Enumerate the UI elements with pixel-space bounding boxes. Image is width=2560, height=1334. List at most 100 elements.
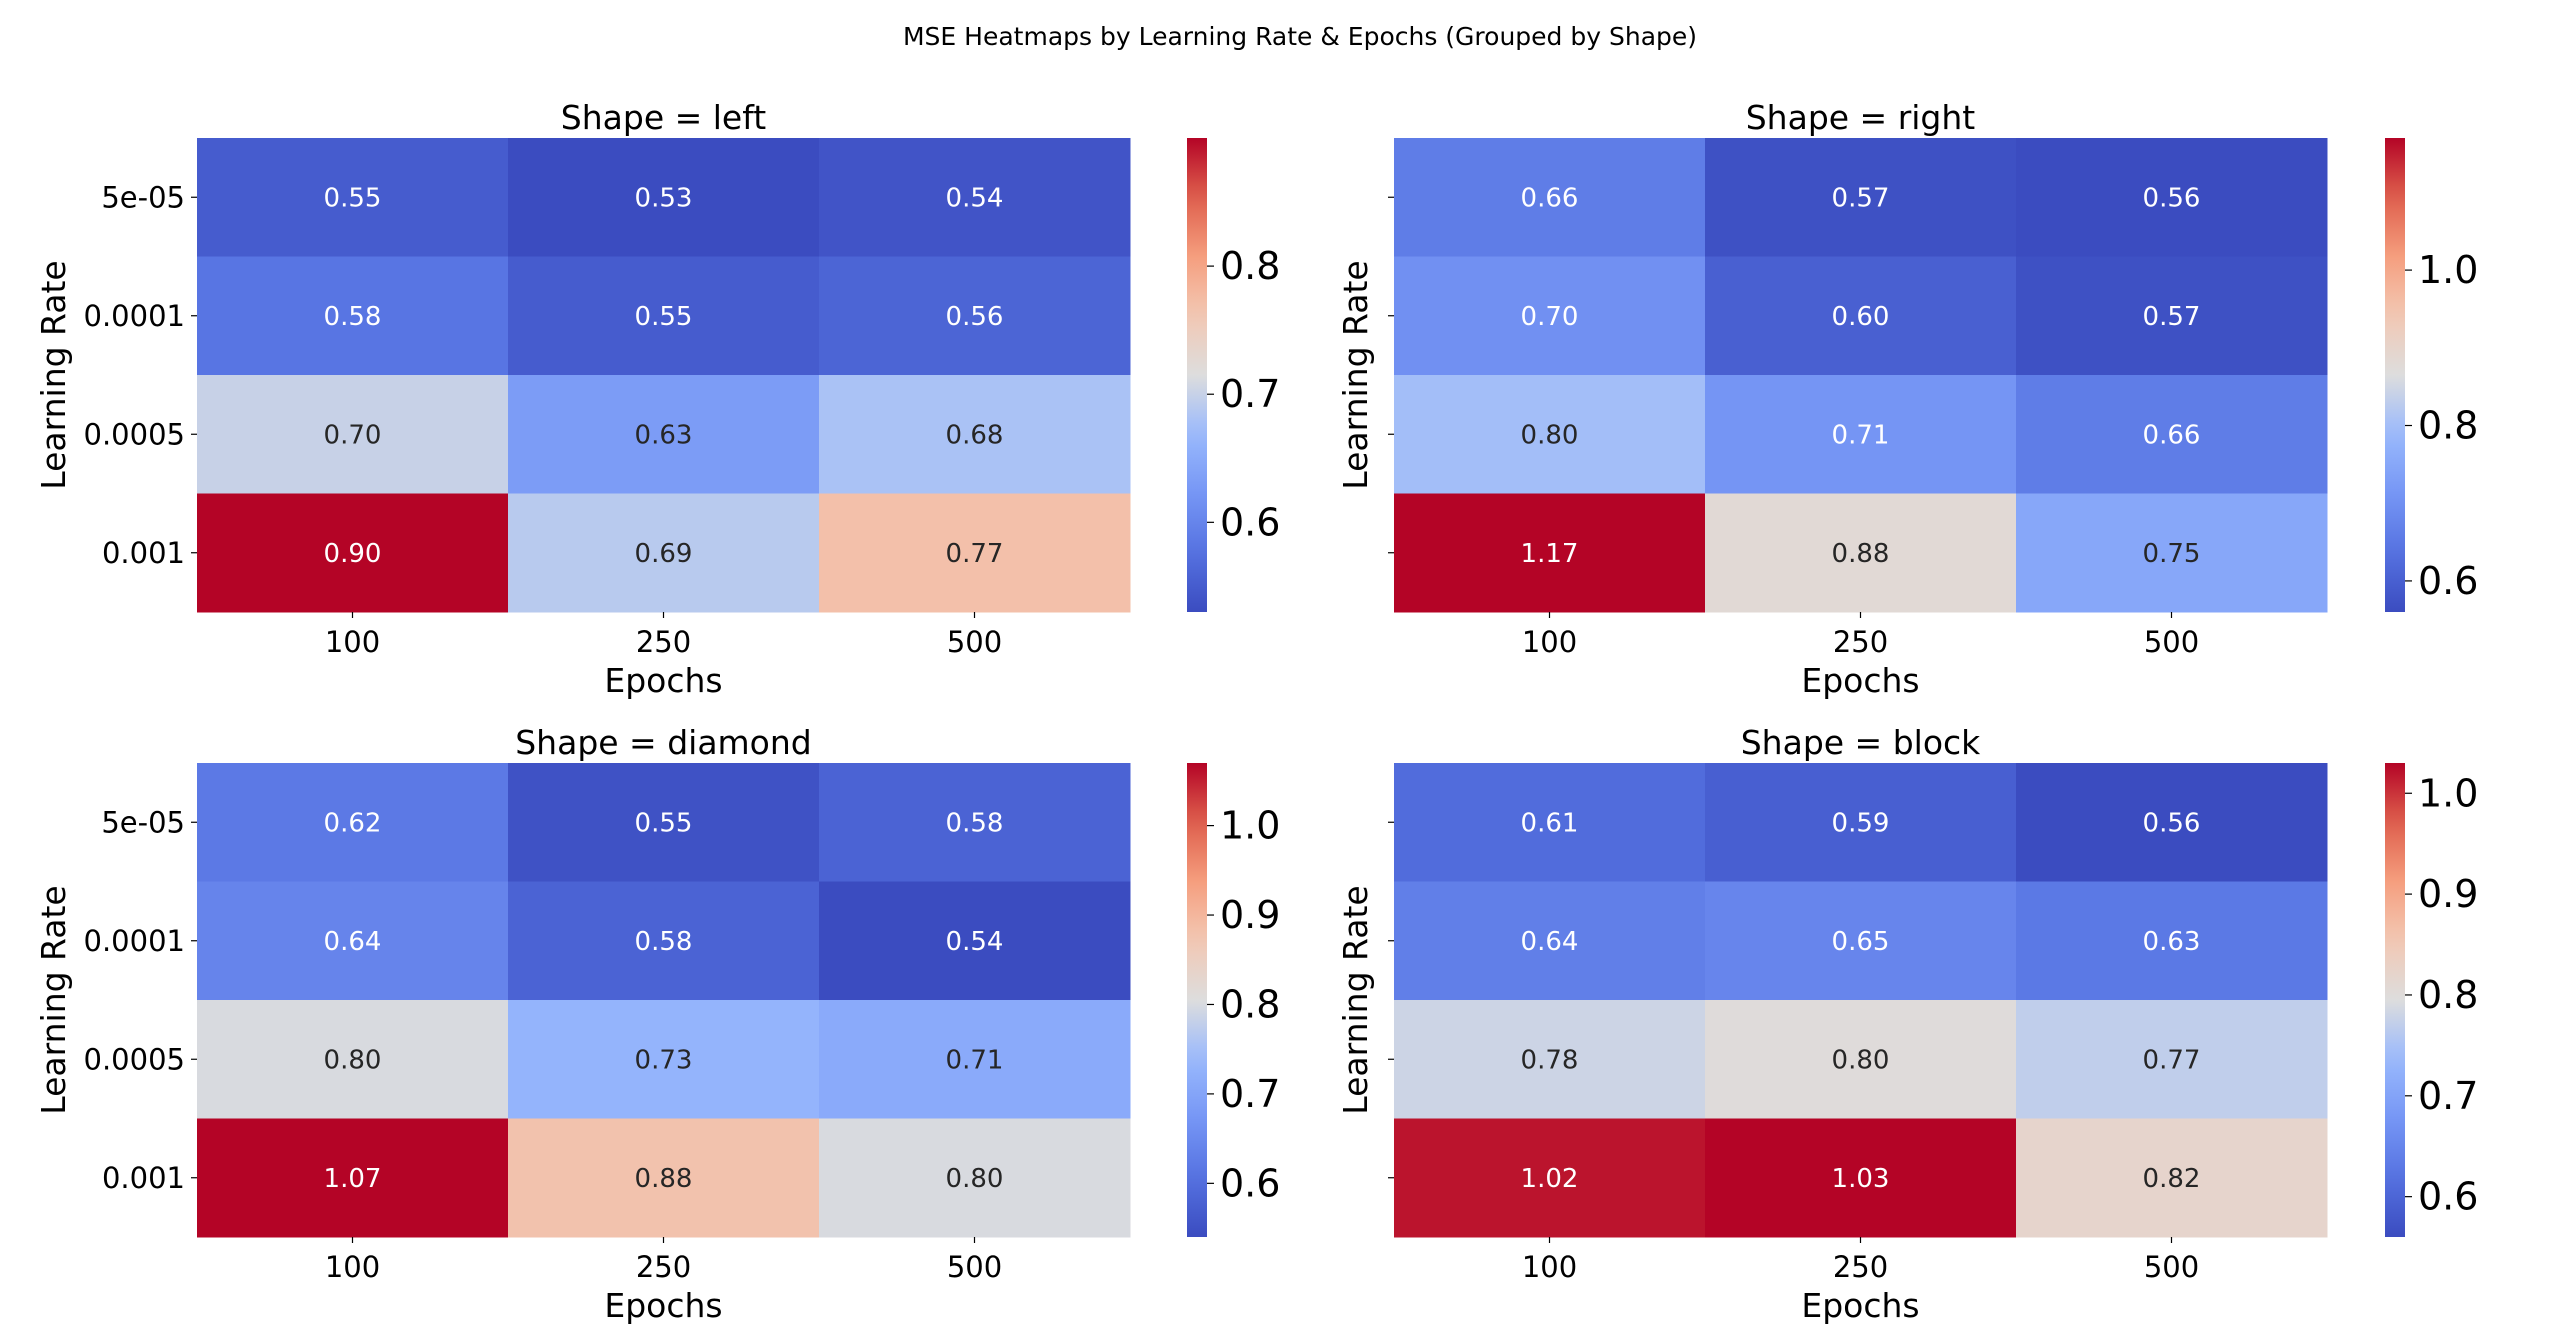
heatmap-cell: [1394, 1000, 1706, 1119]
cell-value-label: 0.55: [635, 808, 693, 838]
cell-value-label: 1.17: [1521, 539, 1579, 569]
heatmap-cell: [508, 1118, 820, 1238]
colorbar-tick-label: 0.9: [1220, 893, 1280, 937]
heatmap-cell: [1394, 881, 1706, 1001]
heatmap-cell: [819, 138, 1131, 257]
heatmap-cell: [508, 256, 820, 376]
y-axis-label: Learning Rate: [34, 260, 73, 489]
y-axis-label: Learning Rate: [1336, 260, 1375, 489]
heatmap-cell: [1394, 1118, 1706, 1238]
cell-value-label: 1.07: [324, 1164, 382, 1194]
heatmap-cell: [2016, 1118, 2328, 1238]
colorbar-tick-label: 1.0: [2418, 248, 2478, 292]
cell-value-label: 0.58: [946, 808, 1004, 838]
cell-value-label: 0.77: [2143, 1045, 2201, 1075]
cell-value-label: 0.56: [2143, 183, 2201, 213]
cell-value-label: 0.55: [635, 302, 693, 332]
cell-value-label: 0.65: [1832, 927, 1890, 957]
colorbar-tick-label: 0.6: [2418, 559, 2478, 603]
cell-value-label: 0.61: [1521, 808, 1579, 838]
x-tick-label: 500: [2144, 1250, 2199, 1284]
colorbar-tick-label: 1.0: [1220, 804, 1280, 848]
panel-title: Shape = left: [561, 98, 766, 137]
heatmap-cell: [197, 256, 509, 376]
cell-value-label: 0.55: [324, 183, 382, 213]
y-axis-label: Learning Rate: [34, 885, 73, 1114]
cell-value-label: 0.60: [1832, 302, 1890, 332]
heatmap-cell: [1394, 138, 1706, 257]
cell-value-label: 0.56: [946, 302, 1004, 332]
heatmap-cell: [819, 881, 1131, 1001]
y-axis-label: Learning Rate: [1336, 885, 1375, 1114]
y-tick-label: 5e-05: [101, 805, 185, 839]
x-axis-label: Epochs: [1801, 1286, 1919, 1325]
cell-value-label: 0.68: [946, 420, 1004, 450]
cell-value-label: 0.71: [946, 1045, 1004, 1075]
cell-value-label: 0.59: [1832, 808, 1890, 838]
colorbar-tick-label: 0.7: [1220, 372, 1280, 416]
cell-value-label: 0.90: [324, 539, 382, 569]
colorbar-tick-label: 0.6: [1220, 1161, 1280, 1205]
heatmap-cell: [1705, 138, 2017, 257]
colorbar: [2385, 763, 2405, 1237]
cell-value-label: 0.58: [635, 927, 693, 957]
heatmap-cell: [508, 493, 820, 613]
heatmap-cell: [508, 881, 820, 1001]
x-tick-label: 250: [1833, 1250, 1888, 1284]
cell-value-label: 0.64: [1521, 927, 1579, 957]
heatmap-cell: [1705, 256, 2017, 376]
cell-value-label: 0.80: [1832, 1045, 1890, 1075]
heatmap-cell: [508, 763, 820, 882]
panel-title: Shape = right: [1746, 98, 1976, 137]
heatmap-cell: [1394, 375, 1706, 494]
x-tick-label: 100: [1522, 1250, 1577, 1284]
colorbar-tick-label: 1.0: [2418, 771, 2478, 815]
cell-value-label: 0.88: [635, 1164, 693, 1194]
x-tick-label: 250: [636, 625, 691, 659]
cell-value-label: 0.62: [324, 808, 382, 838]
heatmap-cell: [2016, 256, 2328, 376]
heatmap-cell: [2016, 763, 2328, 882]
colorbar-tick-label: 0.6: [1220, 500, 1280, 544]
cell-value-label: 0.75: [2143, 539, 2201, 569]
x-tick-label: 500: [2144, 625, 2199, 659]
cell-value-label: 0.54: [946, 927, 1004, 957]
heatmap-cell: [197, 763, 509, 882]
cell-value-label: 0.66: [2143, 420, 2201, 450]
colorbar-tick-label: 0.7: [1220, 1072, 1280, 1116]
heatmap-cell: [197, 493, 509, 613]
x-tick-label: 250: [636, 1250, 691, 1284]
cell-value-label: 0.57: [2143, 302, 2201, 332]
cell-value-label: 1.02: [1521, 1164, 1579, 1194]
heatmap-cell: [1705, 1000, 2017, 1119]
x-tick-label: 100: [325, 1250, 380, 1284]
y-tick-label: 5e-05: [101, 180, 185, 214]
cell-value-label: 0.57: [1832, 183, 1890, 213]
heatmap-cell: [508, 138, 820, 257]
heatmap-cell: [197, 1118, 509, 1238]
x-axis-label: Epochs: [604, 1286, 722, 1325]
y-tick-label: 0.001: [102, 536, 185, 570]
x-axis-label: Epochs: [1801, 661, 1919, 700]
heatmap-cell: [2016, 375, 2328, 494]
colorbar-tick-label: 0.8: [1220, 982, 1280, 1026]
cell-value-label: 0.63: [635, 420, 693, 450]
heatmap-cell: [819, 763, 1131, 882]
colorbar-tick-label: 0.9: [2418, 872, 2478, 916]
colorbar-tick-label: 0.7: [2418, 1074, 2478, 1118]
colorbar: [1187, 763, 1207, 1237]
cell-value-label: 0.58: [324, 302, 382, 332]
cell-value-label: 0.88: [1832, 539, 1890, 569]
heatmap-cell: [197, 375, 509, 494]
panel-title: Shape = block: [1741, 723, 1981, 762]
cell-value-label: 0.56: [2143, 808, 2201, 838]
colorbar: [1187, 138, 1207, 612]
heatmap-cell: [1705, 375, 2017, 494]
heatmap-cell: [508, 1000, 820, 1119]
figure-title: MSE Heatmaps by Learning Rate & Epochs (…: [903, 22, 1697, 51]
heatmap-cell: [1394, 493, 1706, 613]
x-axis-label: Epochs: [604, 661, 722, 700]
colorbar-tick-label: 0.8: [1220, 244, 1280, 288]
heatmap-panel-3: Shape = diamond 0.62 0.55 0.58 0.64 0.58 0.54 0…: [34, 723, 1280, 1325]
